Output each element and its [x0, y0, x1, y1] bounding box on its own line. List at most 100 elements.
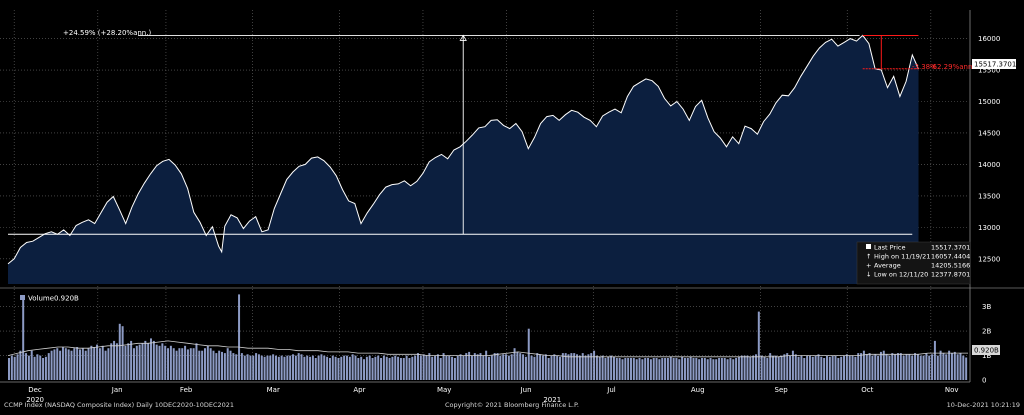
volume-bar: [132, 348, 135, 380]
volume-bar: [161, 343, 164, 380]
volume-bar: [19, 350, 22, 380]
volume-bar: [658, 359, 661, 380]
volume-bar: [175, 350, 178, 380]
volume-bar: [610, 355, 613, 380]
month-tick-label: Dec: [28, 386, 42, 394]
volume-bar: [737, 356, 740, 380]
volume-bar: [206, 345, 209, 380]
volume-bar: [908, 354, 911, 380]
volume-bar: [101, 345, 104, 380]
volume-tick-label: 2B: [982, 328, 991, 336]
volume-bar: [879, 351, 882, 380]
legend-box: [856, 241, 971, 285]
legend-row-high: ↑ High on 11/19/21 16057.4404: [866, 253, 970, 261]
volume-bar: [22, 299, 25, 380]
volume-bar: [675, 358, 678, 380]
volume-bar: [456, 355, 459, 380]
volume-bar: [803, 358, 806, 380]
legend-value: 15517.3701: [931, 244, 970, 252]
volume-bar: [368, 355, 371, 380]
volume-bar: [757, 311, 760, 380]
volume-bar: [522, 354, 525, 380]
volume-bar: [505, 354, 508, 380]
volume-bar: [47, 353, 50, 380]
volume-bar: [550, 355, 553, 380]
volume-bar: [257, 354, 260, 380]
legend-row-low: ↓ Low on 12/11/20 12377.8701: [866, 271, 970, 279]
volume-bar: [90, 345, 93, 380]
volume-bar: [345, 355, 348, 380]
volume-bar: [98, 348, 101, 380]
volume-bar: [360, 356, 363, 380]
volume-bar: [294, 355, 297, 380]
volume-bar: [124, 345, 127, 380]
volume-bar: [465, 353, 468, 380]
volume-bar: [56, 348, 59, 380]
volume-bar: [309, 356, 312, 380]
volume-bar: [905, 354, 908, 380]
volume-bar: [363, 359, 366, 380]
volume-bar: [712, 359, 715, 380]
volume-bar: [950, 353, 953, 380]
volume-bar: [621, 359, 624, 380]
volume-bar: [300, 354, 303, 380]
volume-bar: [44, 356, 47, 380]
volume-bar: [419, 355, 422, 380]
volume-bar: [752, 355, 755, 380]
volume-bar: [246, 354, 249, 380]
price-panel: [7, 34, 919, 285]
volume-bar: [328, 358, 331, 380]
volume-bar: [416, 353, 419, 380]
volume-bar: [942, 353, 945, 380]
volume-bar: [774, 355, 777, 380]
volume-bar: [436, 354, 439, 380]
volume-bar: [485, 350, 488, 380]
month-tick-label: Apr: [353, 386, 365, 394]
legend-value: 16057.4404: [931, 253, 970, 261]
volume-bar: [289, 355, 292, 380]
price-tick-label: 15500: [978, 67, 1000, 75]
volume-bar: [695, 358, 698, 380]
volume-bar: [612, 356, 615, 380]
volume-bar: [272, 354, 275, 380]
volume-bar: [141, 343, 144, 380]
volume-bar: [806, 355, 809, 380]
volume-bar: [524, 356, 527, 380]
volume-bar: [635, 359, 638, 380]
month-tick-label: Feb: [180, 386, 193, 394]
volume-bar: [860, 353, 863, 380]
volume-bar: [73, 348, 76, 380]
volume-bar: [669, 356, 672, 380]
month-tick-label: Jul: [606, 386, 616, 394]
volume-bar: [115, 343, 118, 380]
volume-bar: [644, 358, 647, 380]
volume-bar: [709, 358, 712, 380]
volume-bar: [641, 359, 644, 380]
volume-bar: [269, 355, 272, 380]
volume-bar: [732, 359, 735, 380]
volume-bar: [150, 338, 152, 380]
volume-bar: [326, 356, 329, 380]
volume-bar: [260, 355, 263, 380]
volume-bar: [232, 353, 235, 380]
volume-bar: [408, 358, 411, 380]
volume-bar: [203, 348, 206, 380]
volume-bar: [857, 353, 860, 380]
volume-bar: [925, 353, 928, 380]
volume-bar: [135, 345, 138, 380]
month-tick-label: Aug: [691, 386, 705, 394]
legend-label: Low on 12/11/20: [874, 271, 928, 279]
volume-bar: [831, 355, 834, 380]
volume-bar: [754, 354, 757, 380]
volume-bar: [215, 353, 218, 380]
volume-bar: [144, 340, 147, 380]
volume-title-value: 0.920B: [54, 295, 79, 303]
volume-bar: [763, 356, 766, 380]
volume-bar: [825, 355, 828, 380]
footer-left: CCMP Index (NASDAQ Composite Index) Dail…: [4, 401, 234, 409]
month-tick-label: Jan: [111, 386, 123, 394]
volume-bar: [598, 356, 601, 380]
volume-bar: [343, 355, 346, 380]
volume-bar: [397, 356, 400, 380]
volume-bar: [50, 350, 53, 380]
